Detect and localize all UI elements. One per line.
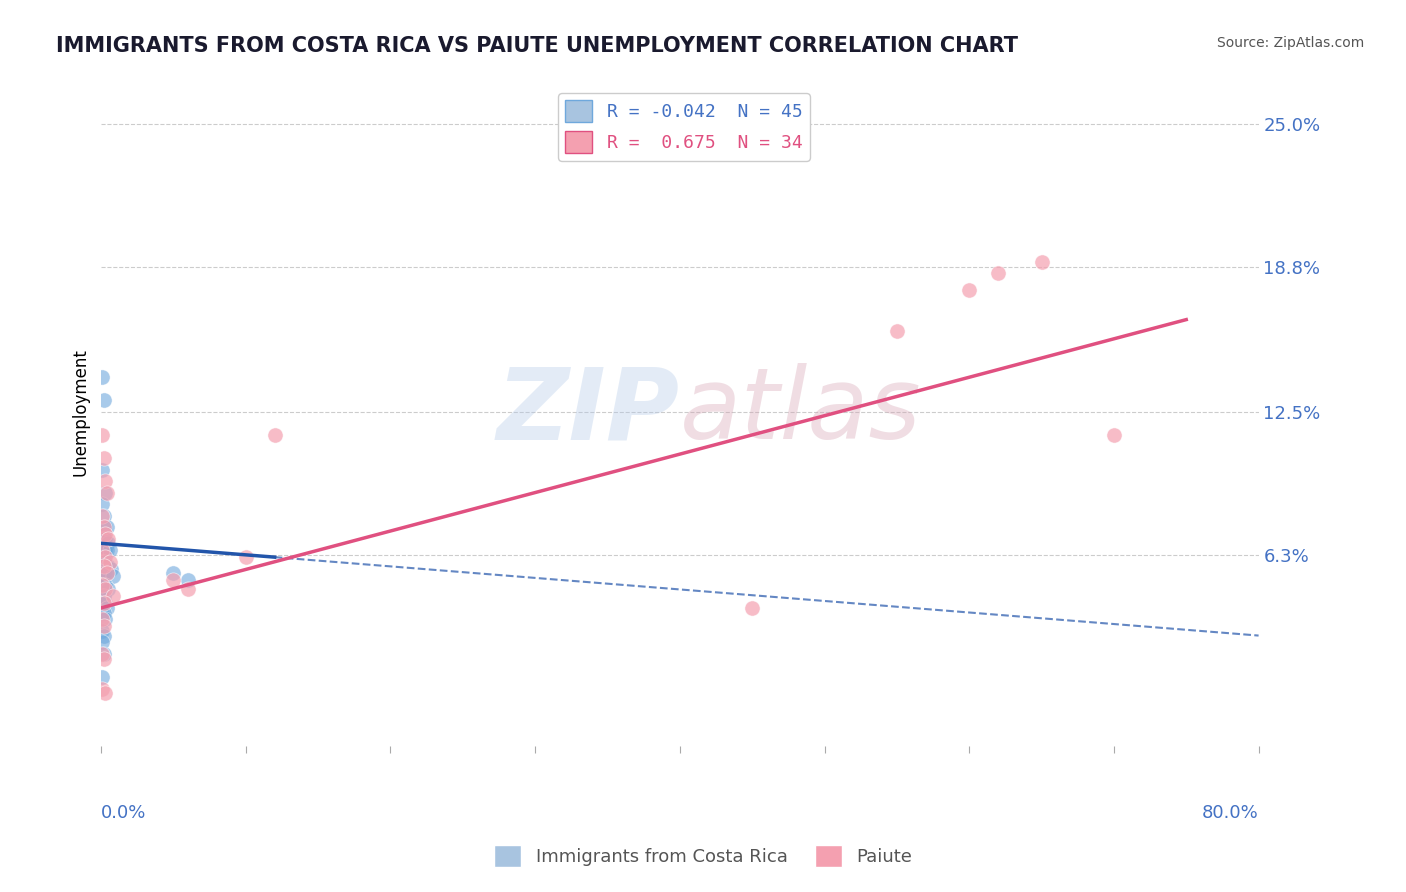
Point (96, 566, 118, 581)
Point (91, 428, 114, 442)
Point (93, 590, 115, 604)
Point (91, 681, 114, 696)
Point (93, 629, 115, 643)
Point (94, 566, 117, 581)
Text: atlas: atlas (681, 363, 921, 460)
Point (91, 606, 114, 620)
Point (96, 543, 118, 558)
Point (1102, 428, 1125, 442)
Point (91, 462, 114, 476)
Point (93, 532, 115, 546)
Point (91, 578, 114, 592)
Point (162, 573, 184, 587)
Point (91, 590, 114, 604)
Point (93, 555, 115, 569)
Point (91, 635, 114, 649)
Point (96, 600, 118, 615)
Point (97, 532, 120, 546)
Y-axis label: Unemployment: Unemployment (72, 348, 89, 475)
Point (94, 612, 117, 626)
Point (93, 578, 115, 592)
Point (886, 324, 908, 338)
Point (987, 267, 1010, 281)
Point (957, 283, 980, 297)
Point (93, 566, 115, 581)
Point (263, 428, 285, 442)
Point (91, 647, 114, 661)
Point (94, 582, 117, 597)
Point (91, 370, 114, 384)
Point (93, 393, 115, 408)
Point (177, 582, 200, 597)
Point (1031, 255, 1053, 269)
Point (98, 555, 121, 569)
Point (93, 543, 115, 558)
Point (162, 566, 184, 581)
Point (94, 578, 117, 592)
Text: IMMIGRANTS FROM COSTA RICA VS PAIUTE UNEMPLOYMENT CORRELATION CHART: IMMIGRANTS FROM COSTA RICA VS PAIUTE UNE… (56, 36, 1018, 55)
Point (97, 536, 120, 550)
Point (93, 596, 115, 610)
Point (91, 508, 114, 523)
Point (91, 543, 114, 558)
Point (101, 590, 124, 604)
Point (91, 566, 114, 581)
Point (93, 450, 115, 465)
Text: 0.0%: 0.0% (101, 804, 146, 822)
Point (93, 619, 115, 633)
Point (94, 596, 117, 610)
Point (96, 566, 118, 581)
Point (91, 497, 114, 511)
Text: Source: ZipAtlas.com: Source: ZipAtlas.com (1216, 36, 1364, 50)
Legend: Immigrants from Costa Rica, Paiute: Immigrants from Costa Rica, Paiute (486, 838, 920, 874)
Text: ZIP: ZIP (496, 363, 681, 460)
Point (91, 578, 114, 592)
Point (93, 559, 115, 574)
Point (94, 532, 117, 546)
Text: 80.0%: 80.0% (1202, 804, 1258, 822)
Point (101, 568, 124, 582)
Point (94, 485, 117, 500)
Point (91, 624, 114, 638)
Point (98, 543, 121, 558)
Point (93, 520, 115, 534)
Point (91, 612, 114, 626)
Point (94, 686, 117, 700)
Point (91, 543, 114, 558)
Point (94, 543, 117, 558)
Point (96, 485, 118, 500)
Point (94, 474, 117, 488)
Point (91, 532, 114, 546)
Point (93, 651, 115, 665)
Point (96, 520, 118, 534)
Point (94, 527, 117, 541)
Point (100, 562, 122, 576)
Point (91, 555, 114, 569)
Point (177, 573, 200, 587)
Point (97, 582, 120, 597)
Point (93, 606, 115, 620)
Point (524, 36, 547, 50)
Point (741, 600, 763, 615)
Point (93, 508, 115, 523)
Point (94, 520, 117, 534)
Point (93, 647, 115, 661)
Point (94, 555, 117, 569)
Point (97, 559, 120, 574)
Point (94, 550, 117, 565)
Point (91, 670, 114, 684)
Legend: R = -0.042  N = 45, R =  0.675  N = 34: R = -0.042 N = 45, R = 0.675 N = 34 (558, 93, 810, 161)
Point (235, 550, 257, 565)
